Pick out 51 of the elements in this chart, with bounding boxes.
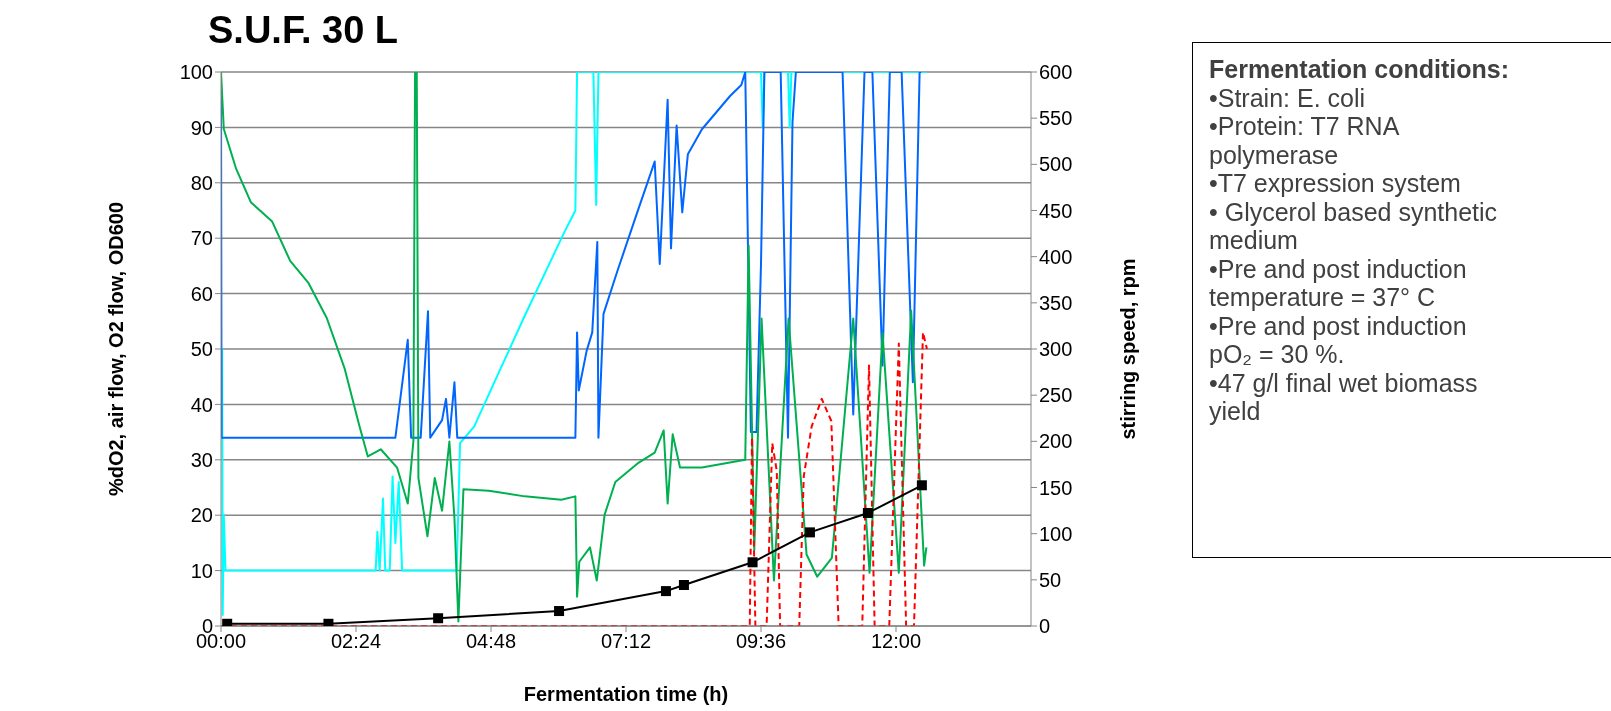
- point: [804, 527, 815, 538]
- y2-tick-label: 150: [1039, 476, 1073, 499]
- y2-tick-label: 400: [1039, 245, 1073, 268]
- point: [678, 580, 689, 590]
- text: •T7 expression system: [1209, 169, 1462, 198]
- x-tick-label: 12:00: [870, 630, 922, 653]
- line-series: [221, 72, 923, 439]
- y2-tick-label: 350: [1039, 291, 1073, 314]
- y-tick-label: 90: [190, 116, 213, 139]
- y2-tick-label: 450: [1039, 199, 1073, 222]
- y-tick-label: 10: [190, 559, 213, 582]
- chart-title: S.U.F. 30 L: [208, 8, 399, 52]
- text: •Strain: E. coli: [1209, 83, 1367, 112]
- y2-tick-label: 50: [1039, 568, 1062, 591]
- x-tick-label: 02:24: [330, 630, 382, 653]
- y2-tick-label: 250: [1039, 384, 1073, 407]
- point: [862, 507, 873, 518]
- x-axis-title: Fermentation time (h): [523, 683, 729, 705]
- text: •Pre and post induction temperature = 37° C: [1209, 254, 1468, 312]
- point: [916, 480, 927, 491]
- y2-tick-label: 550: [1039, 107, 1073, 130]
- y2-tick-label: 300: [1039, 338, 1073, 361]
- y-axis-title: %dO2, air flow, O2 flow, OD600: [105, 201, 128, 497]
- y2-tick-label: 600: [1039, 61, 1073, 84]
- y-tick-label: 100: [179, 61, 213, 84]
- y2-tick-label: 200: [1039, 430, 1073, 453]
- y-tick-label: 50: [190, 338, 213, 361]
- y-tick-label: 70: [190, 227, 213, 250]
- text: •47 g/l final wet biomass yield: [1209, 368, 1479, 426]
- y-tick-label: 40: [190, 393, 213, 416]
- y2-tick-label: 500: [1039, 153, 1073, 176]
- point: [660, 586, 671, 597]
- x-tick-label: 07:12: [600, 630, 652, 653]
- text: • Glycerol based synthetic medium: [1209, 197, 1499, 255]
- x-tick-label: 04:48: [465, 630, 517, 653]
- x-tick-label: 09:36: [735, 630, 787, 653]
- text: •Pre and post induction pO₂ = 30 %.: [1209, 311, 1468, 369]
- point: [222, 618, 233, 626]
- text: •Protein: T7 RNA polymerase: [1209, 112, 1400, 169]
- y2-tick-label: 0: [1039, 615, 1051, 638]
- point: [554, 606, 565, 617]
- point: [433, 613, 444, 624]
- y-tick-label: 80: [190, 171, 213, 194]
- y-tick-label: 20: [190, 504, 213, 527]
- text: Fermentation conditions:: [1209, 55, 1510, 84]
- y-tick-label: 30: [190, 448, 213, 471]
- y2-axis-title: stirring speed, rpm: [1117, 258, 1140, 440]
- point: [747, 557, 758, 568]
- point: [323, 618, 334, 626]
- y2-tick-label: 100: [1039, 522, 1073, 545]
- y-tick-label: 60: [190, 282, 213, 305]
